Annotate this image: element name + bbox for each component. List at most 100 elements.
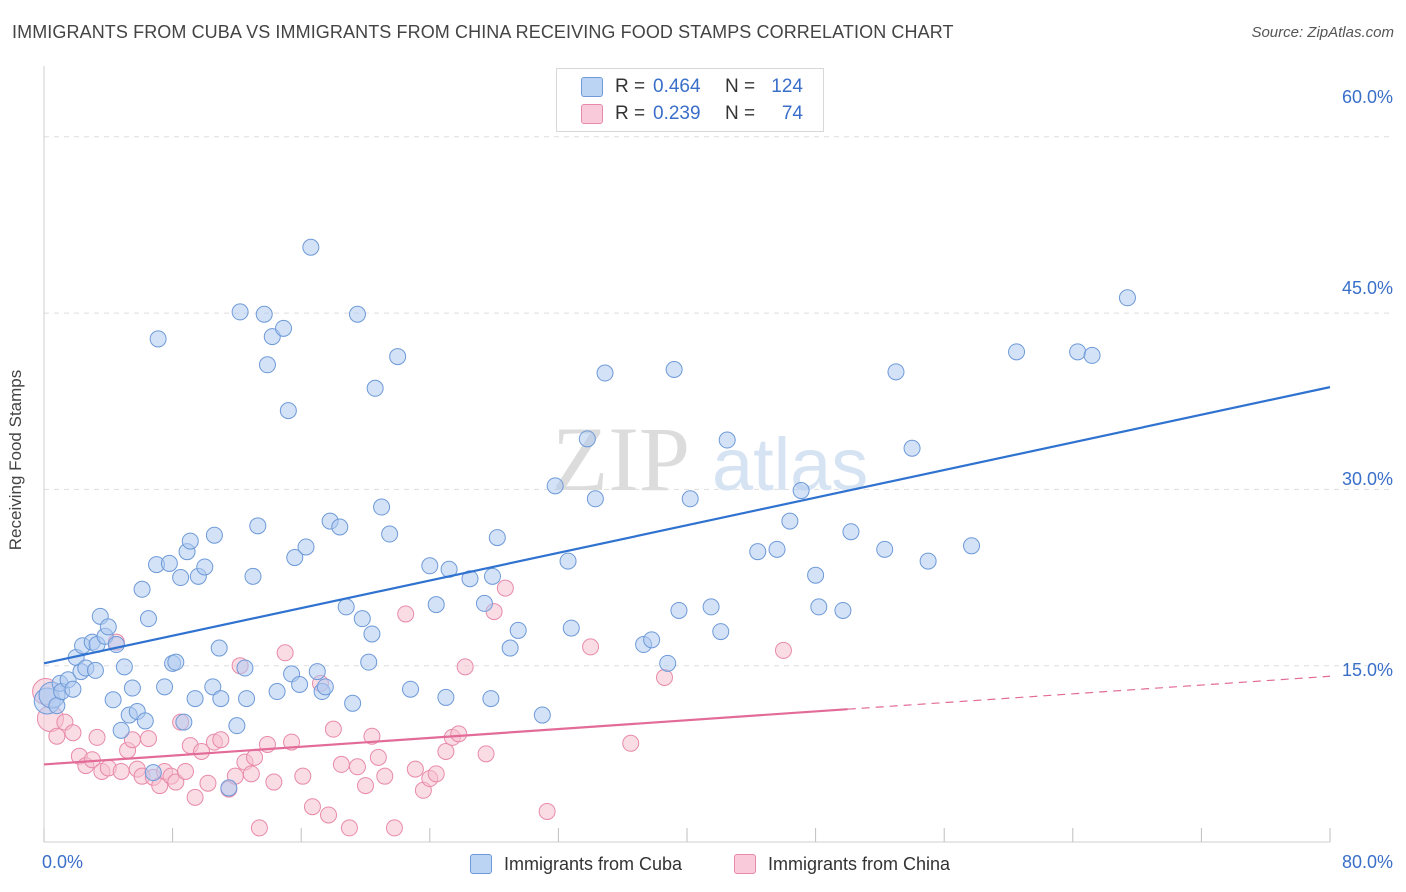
data-point (718, 431, 736, 449)
data-point (320, 806, 338, 824)
data-point (477, 745, 495, 763)
data-point (212, 690, 230, 708)
data-point (919, 552, 937, 570)
source-label: Source: ZipAtlas.com (1251, 24, 1394, 41)
data-point (768, 540, 786, 558)
data-point (64, 724, 82, 742)
data-point (302, 238, 320, 256)
data-point (578, 430, 596, 448)
data-point (389, 348, 407, 366)
trend-line-china-extension (847, 675, 1331, 710)
data-point (482, 690, 500, 708)
data-point (136, 712, 154, 730)
data-point (903, 439, 921, 457)
data-point (559, 552, 577, 570)
data-point (258, 356, 276, 374)
data-point (268, 683, 286, 701)
x-tick-label-max: 80.0% (1341, 852, 1393, 872)
data-point (887, 363, 905, 381)
watermark-zip: ZIP (552, 408, 690, 510)
data-point (160, 554, 178, 572)
x-tick-label-min: 0.0% (42, 852, 84, 872)
data-point (294, 767, 312, 785)
data-point (792, 482, 810, 500)
data-point (509, 621, 527, 639)
data-point (1069, 343, 1087, 361)
r-value: 0.464 (653, 76, 701, 97)
data-point (204, 678, 222, 696)
data-point (437, 688, 455, 706)
data-point (1008, 343, 1026, 361)
data-point (199, 774, 217, 792)
data-point (376, 767, 394, 785)
n-value: 74 (781, 103, 803, 124)
data-point (337, 598, 355, 616)
n-label: N = (725, 76, 756, 97)
data-point (834, 601, 852, 619)
trend-lines (43, 386, 1331, 766)
data-point (231, 303, 249, 321)
data-point (373, 498, 391, 516)
data-point (348, 758, 366, 776)
data-point (250, 819, 268, 837)
data-point (238, 690, 256, 708)
cuba-swatch-icon (470, 854, 492, 874)
data-point (249, 517, 267, 535)
data-point (286, 549, 304, 567)
data-point (437, 742, 455, 760)
data-point (246, 748, 264, 766)
gridlines (44, 136, 1392, 667)
data-point (774, 641, 792, 659)
data-point (104, 691, 122, 709)
data-point (48, 727, 66, 745)
data-point (255, 305, 273, 323)
data-point (186, 690, 204, 708)
data-point (702, 598, 720, 616)
data-point (167, 773, 185, 791)
data-point (353, 610, 371, 628)
chart-title: IMMIGRANTS FROM CUBA VS IMMIGRANTS FROM … (12, 22, 954, 42)
data-point (210, 639, 228, 657)
y-tick-label: 30.0% (1341, 469, 1393, 489)
data-point (963, 537, 981, 555)
data-point (212, 731, 230, 749)
cuba-swatch-icon (581, 77, 603, 97)
data-point (876, 540, 894, 558)
data-point (242, 765, 260, 783)
data-point (344, 694, 362, 712)
data-point (308, 663, 326, 681)
data-point (369, 748, 387, 766)
legend-item-cuba[interactable]: Immigrants from Cuba (470, 851, 682, 877)
data-point (279, 402, 297, 420)
data-point (659, 654, 677, 672)
data-point (456, 658, 474, 676)
data-point (810, 598, 828, 616)
legend-label-china: Immigrants from China (768, 853, 951, 874)
data-point (149, 330, 167, 348)
data-point (501, 639, 519, 657)
data-point (291, 675, 309, 693)
data-point (112, 762, 130, 780)
legend-item-china[interactable]: Immigrants from China (734, 851, 950, 877)
data-point (665, 360, 683, 378)
data-point (107, 636, 125, 654)
data-point (533, 706, 551, 724)
data-point (475, 594, 493, 612)
data-point (115, 658, 133, 676)
data-point (596, 364, 614, 382)
data-point (193, 742, 211, 760)
data-point (655, 668, 673, 686)
data-point (670, 601, 688, 619)
data-point (681, 490, 699, 508)
data-point (181, 532, 199, 550)
data-point (842, 523, 860, 541)
data-point (483, 567, 501, 585)
data-point (1118, 289, 1136, 307)
data-point (363, 727, 381, 745)
data-point (496, 579, 514, 597)
data-point (397, 605, 415, 623)
data-point (167, 653, 185, 671)
data-point (139, 730, 157, 748)
data-point (64, 680, 82, 698)
